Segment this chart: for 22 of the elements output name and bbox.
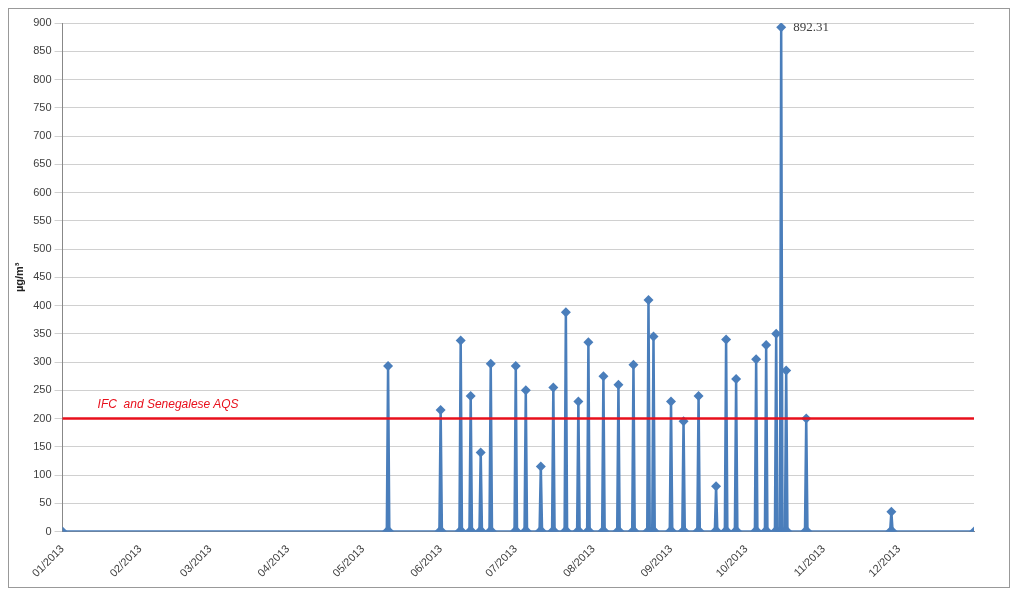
y-tick-label: 500 xyxy=(33,242,52,255)
y-tick-label: 800 xyxy=(33,72,52,85)
annotation: 892.31 xyxy=(793,18,829,34)
y-tick-label: 400 xyxy=(33,298,52,311)
y-tick-label: 550 xyxy=(33,213,52,226)
y-tick-label: 250 xyxy=(33,383,52,396)
ref-line-label: IFC and Senegalese AQS xyxy=(97,396,239,411)
y-axis-title: µg/m³ xyxy=(12,262,25,293)
y-tick-label: 700 xyxy=(33,129,52,142)
y-tick-label: 600 xyxy=(33,185,52,198)
y-tick-label: 50 xyxy=(39,496,52,509)
y-tick-label: 200 xyxy=(33,411,52,424)
y-tick-label: 450 xyxy=(33,270,52,283)
y-tick-label: 300 xyxy=(33,355,52,368)
y-tick-label: 150 xyxy=(33,439,52,452)
y-tick-label: 0 xyxy=(45,524,52,537)
y-tick-label: 900 xyxy=(33,16,52,29)
y-tick-label: 350 xyxy=(33,326,52,339)
y-tick-label: 650 xyxy=(33,157,52,170)
y-tick-label: 100 xyxy=(33,468,52,481)
y-tick-label: 850 xyxy=(33,44,52,57)
y-tick-label: 750 xyxy=(33,100,52,113)
